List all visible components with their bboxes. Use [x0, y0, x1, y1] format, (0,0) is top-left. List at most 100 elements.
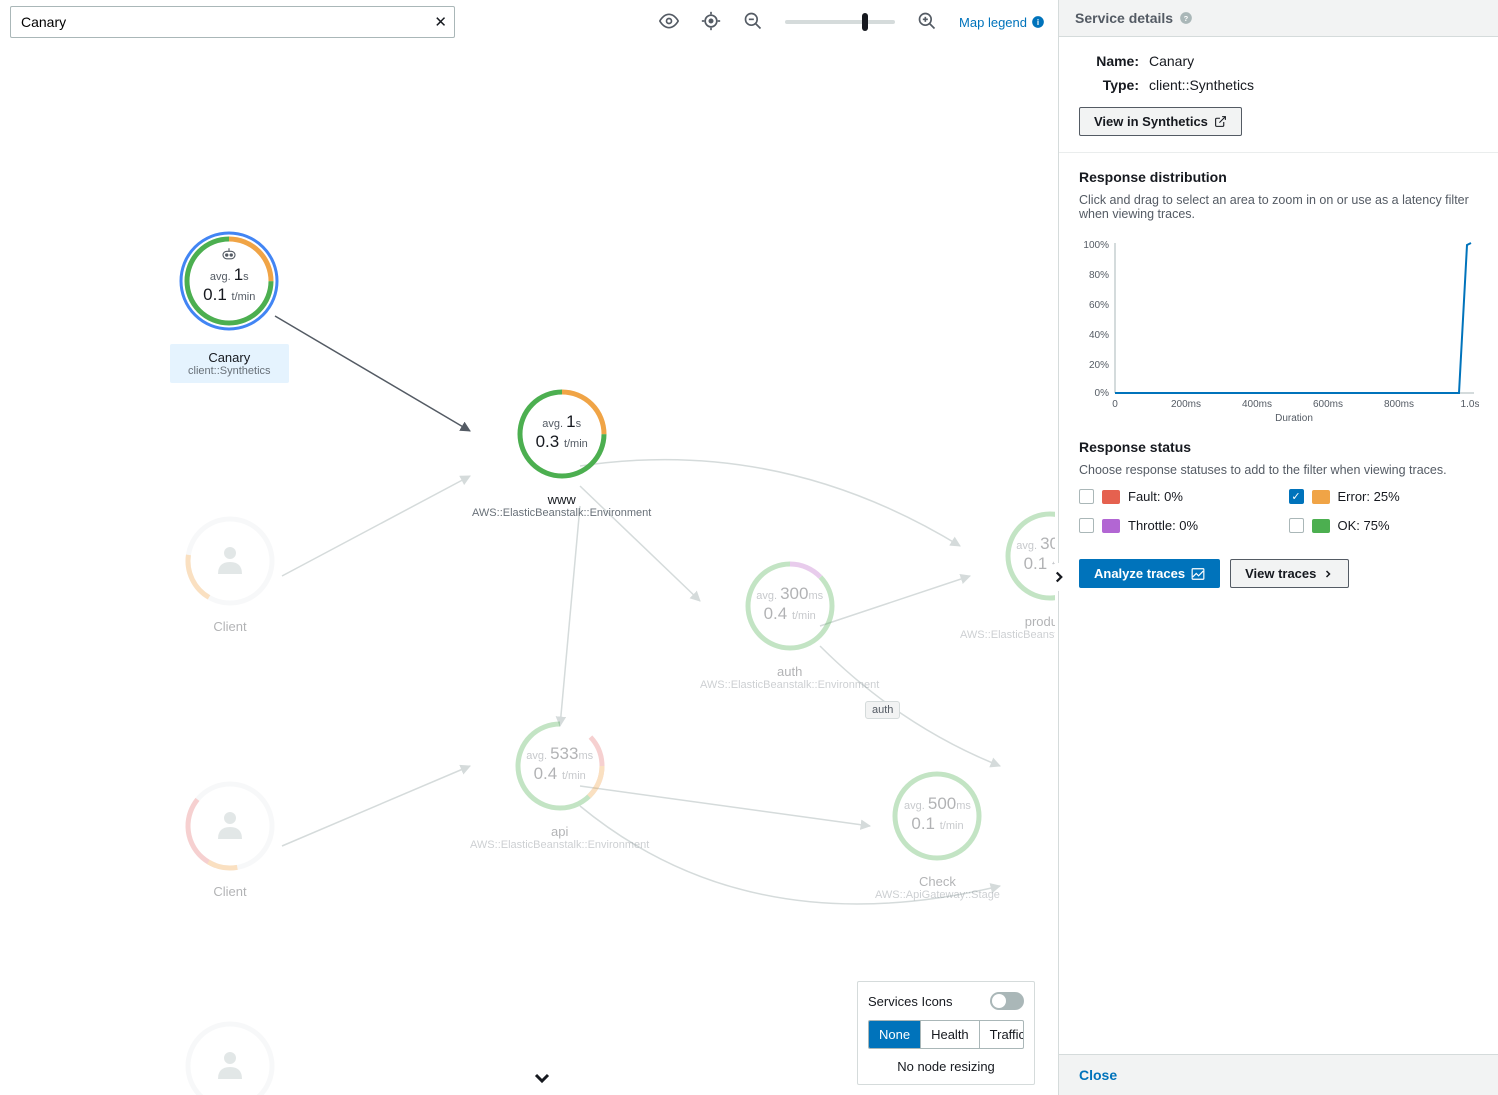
checkbox[interactable]: [1079, 518, 1094, 533]
svg-text:200ms: 200ms: [1171, 399, 1201, 410]
node-sub: client::Synthetics: [188, 365, 271, 377]
user-icon: [180, 1046, 280, 1085]
svg-text:60%: 60%: [1089, 300, 1109, 311]
svg-text:i: i: [1037, 18, 1039, 27]
seg-health[interactable]: Health: [921, 1021, 980, 1048]
chevron-right-icon: [1322, 568, 1334, 580]
svg-text:100%: 100%: [1083, 240, 1109, 251]
zoom-out-icon[interactable]: [743, 11, 763, 34]
node-name: products: [1025, 614, 1055, 629]
chart-icon: [1191, 567, 1205, 581]
node-sub: AWS::ElasticBeanstalk::Environment: [700, 679, 879, 691]
services-icons-label: Services Icons: [868, 994, 953, 1009]
view-traces-button[interactable]: View traces: [1230, 559, 1349, 588]
swatch-icon: [1102, 519, 1120, 533]
status-throttle[interactable]: Throttle: 0%: [1079, 518, 1269, 533]
svg-text:400ms: 400ms: [1242, 399, 1272, 410]
search-box: ✕: [10, 6, 455, 38]
top-bar: ✕ Map legend i: [0, 0, 1055, 44]
node-content: avg. 500ms 0.1 t/min: [887, 794, 987, 834]
chevron-down-icon[interactable]: [530, 1066, 554, 1093]
node-auth[interactable]: avg. 300ms 0.4 t/min auth AWS::ElasticBe…: [700, 556, 879, 691]
services-icons-toggle[interactable]: [990, 992, 1024, 1010]
node-name: auth: [777, 664, 802, 679]
status-heading: Response status: [1079, 439, 1478, 455]
svg-text:80%: 80%: [1089, 270, 1109, 281]
node-canary[interactable]: avg. 1s 0.1 t/min Canary client::Synthet…: [170, 226, 289, 383]
checkbox[interactable]: ✓: [1289, 489, 1304, 504]
view-controls: Services Icons None Health Traffic No no…: [857, 981, 1035, 1085]
swatch-icon: [1312, 490, 1330, 504]
node-content: avg. 533ms 0.4 t/min: [510, 744, 610, 784]
svg-text:0%: 0%: [1095, 388, 1110, 399]
swatch-icon: [1102, 490, 1120, 504]
clear-search-icon[interactable]: ✕: [434, 13, 447, 31]
node-name: Canary: [188, 350, 271, 365]
node-check[interactable]: avg. 500ms 0.1 t/min Check AWS::ApiGatew…: [875, 766, 1000, 901]
auth-badge: auth: [865, 701, 900, 719]
svg-text:Duration: Duration: [1275, 413, 1313, 423]
service-map-canvas[interactable]: avg. 1s 0.1 t/min Canary client::Synthet…: [0, 46, 1055, 1095]
status-label: Fault: 0%: [1128, 489, 1183, 504]
checkbox[interactable]: [1079, 489, 1094, 504]
node-name: www: [548, 492, 576, 507]
status-ok[interactable]: OK: 75%: [1289, 518, 1479, 533]
external-icon: [1214, 115, 1227, 128]
seg-traffic[interactable]: Traffic: [980, 1021, 1024, 1048]
dist-heading: Response distribution: [1079, 169, 1478, 185]
node-client2[interactable]: Client: [180, 776, 280, 899]
node-client3[interactable]: [180, 1016, 280, 1095]
panel-collapse-icon[interactable]: [1045, 563, 1073, 591]
svg-text:0: 0: [1112, 399, 1118, 410]
node-sub: AWS::ElasticBeanstalk::Environment: [472, 507, 651, 519]
robot-icon: [174, 248, 284, 265]
node-content: avg. 1s 0.3 t/min: [512, 412, 612, 452]
status-desc: Choose response statuses to add to the f…: [1079, 463, 1478, 477]
zoom-handle[interactable]: [862, 13, 868, 31]
node-products[interactable]: avg. 300ms 0.1 t/min products AWS::Elast…: [960, 506, 1055, 641]
resize-segmented: None Health Traffic: [868, 1020, 1024, 1049]
panel-body: Name:Canary Type:client::Synthetics View…: [1059, 37, 1498, 1054]
node-name: Client: [213, 884, 246, 899]
status-fault[interactable]: Fault: 0%: [1079, 489, 1269, 504]
eye-icon[interactable]: [659, 11, 679, 34]
map-legend-link[interactable]: Map legend i: [959, 15, 1045, 30]
status-label: OK: 75%: [1338, 518, 1390, 533]
service-details-panel: Service details ? Name:Canary Type:clien…: [1058, 0, 1498, 1095]
node-sub: AWS::ApiGateway::Stage: [875, 889, 1000, 901]
checkbox[interactable]: [1289, 518, 1304, 533]
dist-desc: Click and drag to select an area to zoom…: [1079, 193, 1478, 221]
panel-title: Service details: [1075, 10, 1173, 26]
search-input[interactable]: [10, 6, 455, 38]
close-button[interactable]: Close: [1079, 1067, 1117, 1083]
node-sub: AWS::ElasticBeanstalk::Environment: [960, 629, 1055, 641]
node-client1[interactable]: Client: [180, 511, 280, 634]
node-sub: AWS::ElasticBeanstalk::Environment: [470, 839, 649, 851]
seg-none[interactable]: None: [869, 1021, 921, 1048]
user-icon: [180, 541, 280, 580]
svg-text:800ms: 800ms: [1384, 399, 1414, 410]
status-label: Error: 25%: [1338, 489, 1400, 504]
node-api[interactable]: avg. 533ms 0.4 t/min api AWS::ElasticBea…: [470, 716, 649, 851]
svg-text:?: ?: [1184, 14, 1189, 23]
svg-text:20%: 20%: [1089, 360, 1109, 371]
response-dist-chart[interactable]: 100% 80% 60% 40% 20% 0% 0 200ms 400ms 60…: [1079, 233, 1478, 423]
svg-text:40%: 40%: [1089, 330, 1109, 341]
zoom-slider[interactable]: [785, 20, 895, 24]
status-error[interactable]: ✓ Error: 25%: [1289, 489, 1479, 504]
services-icons-row: Services Icons: [868, 992, 1024, 1010]
resize-caption: No node resizing: [868, 1059, 1024, 1074]
svg-text:600ms: 600ms: [1313, 399, 1343, 410]
zoom-in-icon[interactable]: [917, 11, 937, 34]
center-icon[interactable]: [701, 11, 721, 34]
user-icon: [180, 806, 280, 845]
detail-type: Type:client::Synthetics: [1079, 77, 1478, 93]
node-label: Canary client::Synthetics: [170, 344, 289, 383]
info-icon[interactable]: ?: [1179, 11, 1193, 25]
analyze-traces-button[interactable]: Analyze traces: [1079, 559, 1220, 588]
node-www[interactable]: avg. 1s 0.3 t/min www AWS::ElasticBeanst…: [472, 384, 651, 519]
panel-footer: Close: [1059, 1054, 1498, 1095]
node-name: Client: [213, 619, 246, 634]
view-synthetics-button[interactable]: View in Synthetics: [1079, 107, 1242, 136]
node-content: avg. 1s 0.1 t/min: [174, 248, 284, 305]
